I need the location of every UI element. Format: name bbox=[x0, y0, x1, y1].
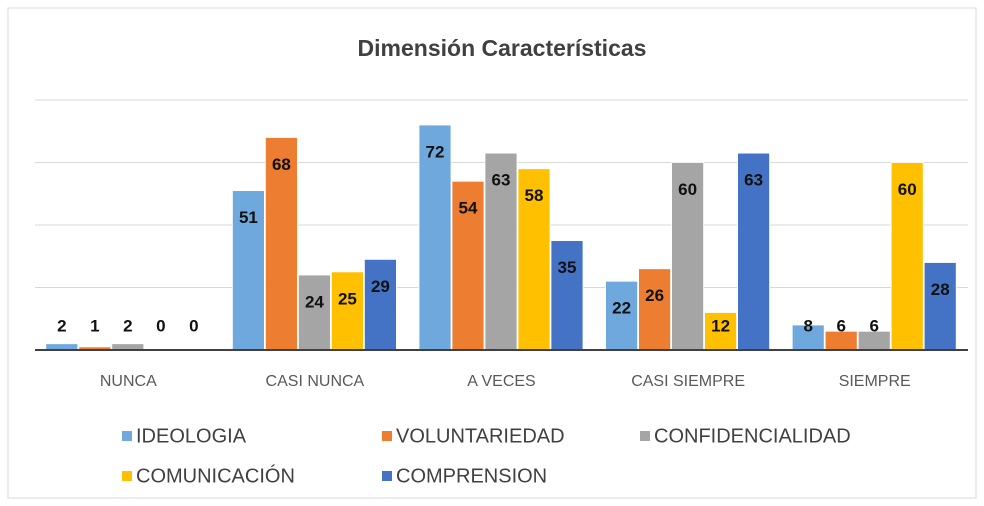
value-label: 2 bbox=[123, 316, 132, 335]
bar bbox=[791, 324, 825, 351]
value-label: 26 bbox=[645, 286, 664, 305]
value-label: 6 bbox=[836, 316, 845, 335]
value-label: 22 bbox=[612, 299, 631, 318]
value-label: 35 bbox=[558, 258, 577, 277]
bar bbox=[638, 268, 671, 351]
legend-swatch bbox=[640, 431, 650, 441]
value-label: 72 bbox=[426, 142, 445, 161]
bar bbox=[737, 152, 770, 351]
legend-swatch bbox=[122, 471, 132, 481]
bar bbox=[517, 168, 551, 351]
value-label: 2 bbox=[57, 316, 66, 335]
bar bbox=[704, 312, 737, 351]
bar bbox=[923, 262, 957, 351]
legend-label: CONFIDENCIALIDAD bbox=[654, 425, 851, 447]
value-label: 0 bbox=[156, 316, 165, 335]
value-label: 0 bbox=[189, 316, 198, 335]
value-label: 29 bbox=[371, 277, 390, 296]
legend-swatch bbox=[382, 471, 392, 481]
bar bbox=[890, 162, 924, 351]
bar bbox=[418, 124, 452, 351]
x-tick-label: CASI SIEMPRE bbox=[631, 373, 745, 390]
value-label: 68 bbox=[272, 155, 291, 174]
value-label: 60 bbox=[678, 180, 697, 199]
bar bbox=[330, 271, 364, 351]
value-label: 25 bbox=[338, 289, 357, 308]
value-label: 51 bbox=[239, 208, 258, 227]
bar bbox=[231, 190, 265, 351]
legend-label: IDEOLOGIA bbox=[136, 425, 247, 447]
x-tick-label: SIEMPRE bbox=[839, 373, 911, 390]
value-label: 8 bbox=[803, 316, 812, 335]
value-label: 24 bbox=[305, 292, 324, 311]
legend-swatch bbox=[122, 431, 132, 441]
legend-swatch bbox=[382, 431, 392, 441]
value-label: 63 bbox=[492, 171, 511, 190]
value-label: 12 bbox=[711, 316, 730, 335]
legend-label: VOLUNTARIEDAD bbox=[396, 425, 565, 447]
bar bbox=[297, 274, 331, 351]
value-label: 60 bbox=[898, 180, 917, 199]
bar bbox=[550, 240, 584, 351]
legend-label: COMUNICACIÓN bbox=[136, 464, 295, 487]
value-label: 6 bbox=[869, 316, 878, 335]
bar bbox=[671, 162, 704, 351]
value-label: 58 bbox=[525, 186, 544, 205]
bar bbox=[484, 152, 518, 351]
value-label: 54 bbox=[459, 199, 478, 218]
value-label: 63 bbox=[744, 171, 763, 190]
bar bbox=[363, 258, 397, 351]
bar bbox=[451, 180, 485, 351]
x-tick-label: NUNCA bbox=[100, 373, 157, 390]
value-label: 28 bbox=[931, 280, 950, 299]
chart-title: Dimensión Características bbox=[358, 35, 647, 61]
x-tick-label: A VECES bbox=[467, 373, 535, 390]
value-label: 1 bbox=[90, 316, 99, 335]
legend-label: COMPRENSION bbox=[396, 465, 547, 487]
x-tick-label: CASI NUNCA bbox=[266, 373, 365, 390]
